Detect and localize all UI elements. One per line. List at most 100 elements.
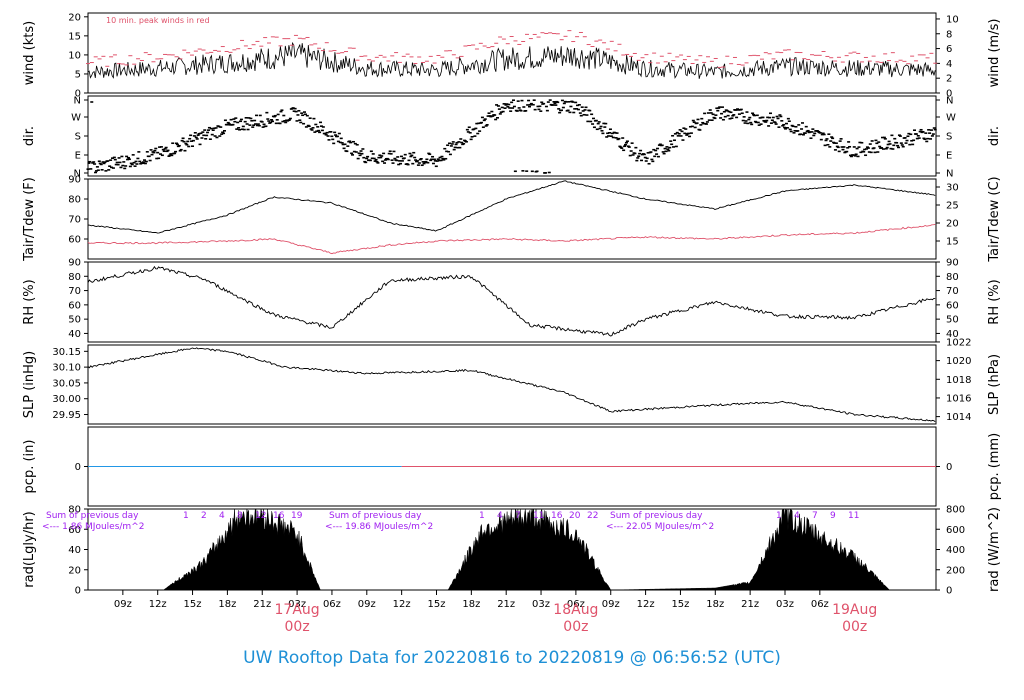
- rad-hour-mark: 12: [255, 511, 266, 521]
- x-axis-tick-label: 03z: [532, 599, 550, 610]
- x-axis-tick-label: 15z: [671, 599, 689, 610]
- x-axis-tick-label: 18z: [462, 599, 480, 610]
- pcp-ylabel: pcp. (in): [22, 440, 37, 494]
- slp-ylabel-right: SLP (hPa): [987, 354, 1002, 415]
- x-axis-tick-label: 12z: [149, 599, 167, 610]
- slp-right-tick-label: 1018: [946, 375, 971, 386]
- slp-right-tick-label: 1020: [946, 356, 971, 367]
- temp-left-tick-label: 60: [68, 235, 81, 246]
- temp-series-tdew: [87, 223, 936, 255]
- dir-left-tick-label: S: [75, 132, 81, 143]
- x-axis-day-time: 00z: [563, 619, 588, 635]
- x-axis-day-time: 00z: [842, 619, 867, 635]
- dir-right-tick-label: E: [946, 151, 952, 162]
- rad-right-tick-label: 200: [946, 565, 965, 576]
- x-axis-tick-label: 09z: [114, 599, 132, 610]
- pcp-left-tick-label: 0: [75, 462, 81, 473]
- rh-right-tick-label: 90: [946, 258, 959, 269]
- rad-sum-note-title: Sum of previous day: [329, 511, 422, 521]
- x-axis-tick-label: 03z: [776, 599, 794, 610]
- rh-right-tick-label: 50: [946, 315, 959, 326]
- slp-series-line: [87, 347, 936, 422]
- rad-hour-mark: 9: [830, 511, 836, 521]
- meteogram-chart: wind (kts) wind (m/s) dir. dir. Tair/Tdew (F…: [22, 12, 1002, 635]
- wind-right-tick-label: 6: [946, 44, 952, 55]
- rad-sum-note-value: <--- 22.05 MJoules/m^2: [606, 522, 714, 532]
- slp-left-tick-label: 30.00: [52, 394, 81, 405]
- slp-left-tick-label: 30.10: [52, 363, 81, 374]
- wind-ylabel: wind (kts): [22, 21, 37, 85]
- rad-hour-mark: 11: [848, 511, 859, 521]
- x-axis-tick-label: 15z: [428, 599, 446, 610]
- rad-left-tick-label: 0: [75, 586, 81, 597]
- dir-marks: [86, 99, 937, 174]
- rh-right-tick-label: 60: [946, 300, 959, 311]
- dir-right-tick-label: W: [946, 113, 956, 124]
- wind-frame: [87, 12, 937, 94]
- x-axis-tick-label: 06z: [567, 599, 585, 610]
- slp-right-tick-label: 1014: [946, 412, 971, 423]
- rad-hour-mark: 7: [515, 511, 521, 521]
- rh-left-tick-label: 70: [68, 286, 81, 297]
- rad-hour-mark: 19: [291, 511, 303, 521]
- x-axis-tick-label: 06z: [811, 599, 829, 610]
- dir-left-tick-label: E: [75, 151, 81, 162]
- rh-left-tick-label: 90: [68, 258, 81, 269]
- rad-ylabel: rad(Lgly/hr): [22, 511, 37, 587]
- rh-left-tick-label: 80: [68, 272, 81, 283]
- x-axis-tick-label: 09z: [602, 599, 620, 610]
- wind-right-tick-label: 10: [946, 14, 959, 25]
- wind-left-tick-label: 0: [75, 89, 81, 100]
- rad-hour-mark: 16: [273, 511, 285, 521]
- temp-left-tick-label: 80: [68, 195, 81, 206]
- rh-ylabel-right: RH (%): [987, 279, 1002, 324]
- temp-right-tick-label: 25: [946, 201, 959, 212]
- slp-right-tick-label: 1016: [946, 393, 971, 404]
- rad-hour-mark: 16: [551, 511, 563, 521]
- x-axis-tick-label: 15z: [184, 599, 202, 610]
- temp-left-tick-label: 70: [68, 215, 81, 226]
- rh-right-tick-label: 40: [946, 329, 959, 340]
- rh-left-tick-label: 60: [68, 300, 81, 311]
- x-axis-day-label: 19Aug: [832, 602, 877, 618]
- rad-sum-note-value: <--- 1.86 MJoules/m^2: [42, 522, 144, 532]
- x-axis-day-time: 00z: [285, 619, 310, 635]
- rad-right-tick-label: 400: [946, 545, 965, 556]
- x-axis-tick-label: 12z: [637, 599, 655, 610]
- wind-left-tick-label: 15: [68, 31, 81, 42]
- rh-left-tick-label: 40: [68, 329, 81, 340]
- dir-ylabel: dir.: [22, 126, 37, 146]
- wind-left-tick-label: 10: [68, 50, 81, 61]
- wind-right-tick-label: 8: [946, 29, 952, 40]
- rad-hour-mark: 22: [587, 511, 598, 521]
- x-axis-tick-label: 03z: [288, 599, 306, 610]
- wind-right-tick-label: 4: [946, 59, 952, 70]
- rad-hour-mark: 2: [201, 511, 207, 521]
- rad-right-tick-label: 0: [946, 586, 952, 597]
- rh-left-tick-label: 50: [68, 315, 81, 326]
- x-axis-day-label: 18Aug: [553, 602, 598, 618]
- rad-hour-mark: 4: [794, 511, 800, 521]
- rad-right-tick-label: 800: [946, 505, 965, 516]
- rad-hour-mark: 4: [497, 511, 503, 521]
- temp-right-tick-label: 20: [946, 219, 959, 230]
- rh-frame: [87, 261, 937, 343]
- dir-ylabel-right: dir.: [987, 126, 1002, 146]
- dir-left-tick-label: N: [74, 96, 81, 107]
- x-axis-tick-label: 09z: [358, 599, 376, 610]
- temp-right-tick-label: 15: [946, 237, 959, 248]
- wind-annotation: 10 min. peak winds in red: [106, 16, 210, 25]
- slp-ylabel: SLP (inHg): [22, 351, 37, 419]
- dir-right-tick-label: N: [946, 169, 953, 180]
- x-axis-tick-label: 21z: [497, 599, 515, 610]
- rad-hour-mark: 8: [237, 511, 243, 521]
- temp-series-tair: [87, 180, 936, 234]
- rad-left-tick-label: 40: [68, 545, 81, 556]
- slp-right-tick-label: 1022: [946, 337, 971, 348]
- pcp-right-tick-label: 0: [946, 462, 952, 473]
- x-axis-tick-label: 18z: [706, 599, 724, 610]
- rad-left-tick-label: 20: [68, 565, 81, 576]
- rad-hour-mark: 4: [219, 511, 225, 521]
- temp-right-tick-label: 30: [946, 183, 959, 194]
